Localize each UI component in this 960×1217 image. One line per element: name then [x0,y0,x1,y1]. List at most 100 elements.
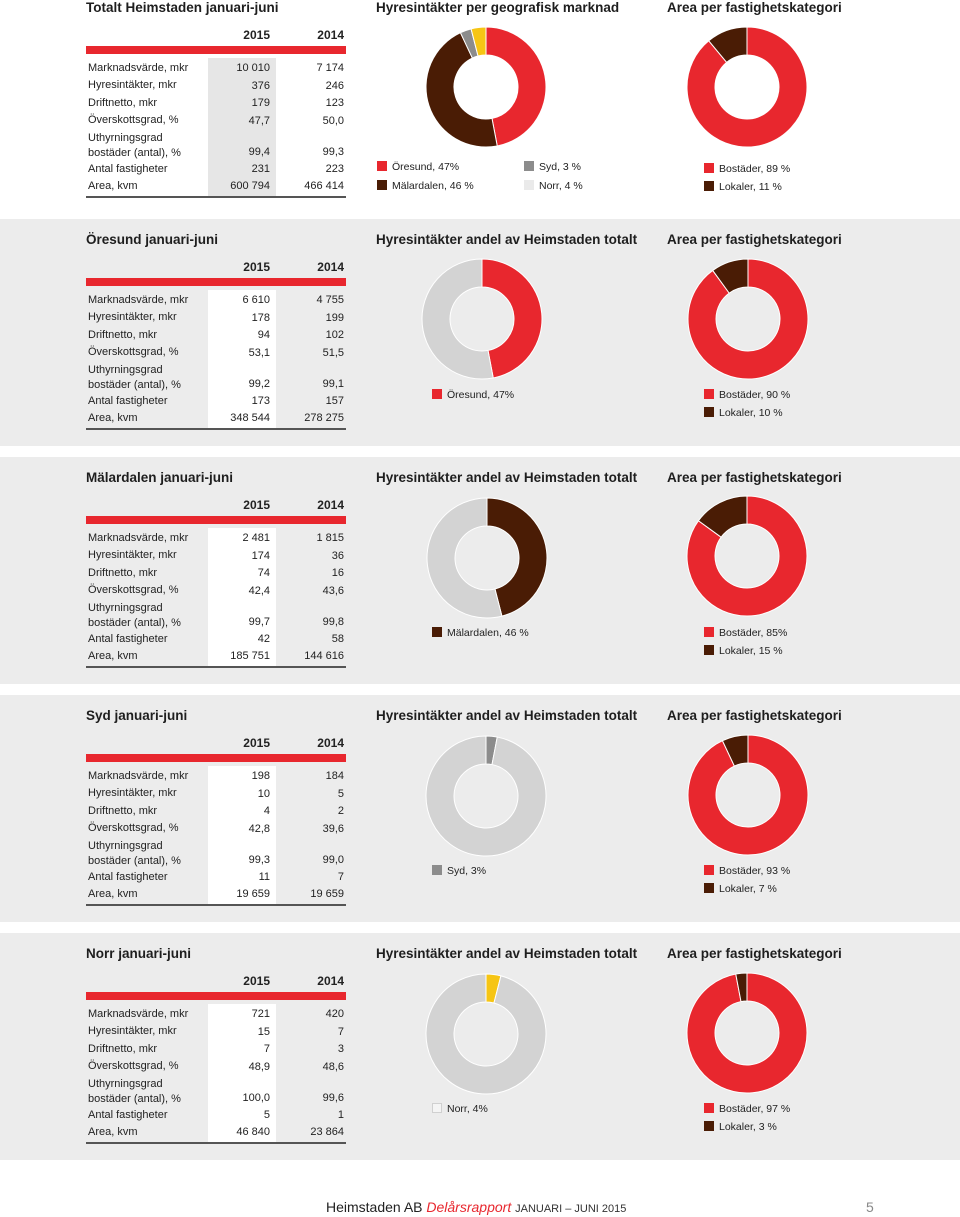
pie-property-category [686,26,808,148]
table-row: Överskottsgrad, % 47,7 50,0 [86,112,346,129]
pie-slice [712,258,749,294]
value-2014: 99,8 [322,615,344,628]
row-label: Uthyrningsgrad bostäder (antal), % [88,131,181,161]
legend-swatch [704,389,714,399]
row-label-line2: bostäder (antal), % [88,854,181,867]
pie-slice [470,26,487,57]
value-2015: 10 [257,787,270,800]
value-2015: 2 481 [242,532,270,545]
pie-property-category [686,972,808,1094]
value-2015: 42 [257,632,270,645]
year-2014-header: 2014 [317,498,344,512]
table-row: Antal fastigheter 173 157 [86,393,346,410]
page-number: 5 [866,1199,874,1215]
pie-slice [708,26,748,64]
footer: Heimstaden AB Delårsrapport JANUARI – JU… [326,1199,626,1215]
value-2014: 36 [331,549,344,562]
column-2015-background [208,58,276,197]
value-2015: 48,9 [248,1060,270,1073]
legend-oresund: Öresund, 47% [377,161,459,173]
table-rows: Marknadsvärde, mkr 2 481 1 815 Hyresintäkte… [86,528,346,669]
value-2014: 4 755 [316,294,344,307]
table-header: 2015 2014 [86,28,346,44]
table-row: Driftnetto, mkr 94 102 [86,327,346,344]
legend-lokaler: Lokaler, 7 % [704,883,777,895]
value-2015: 600 794 [230,180,270,193]
header-red-bar [86,992,346,1000]
row-label: Överskottsgrad, % [88,346,179,359]
pie2-title: Area per fastighetskategori [667,708,842,723]
row-label: Marknadsvärde, mkr [88,532,189,544]
legend-swatch [704,181,714,191]
year-2015-header: 2015 [243,260,270,274]
legend-share: Syd, 3% [432,865,486,877]
key-figures-table: 2015 2014 Marknadsvärde, mkr 198 184 Hyresint… [86,736,346,907]
row-label: Antal fastigheter [88,162,168,175]
legend-malardalen: Mälardalen, 46 % [377,180,474,192]
value-2014: 23 864 [310,1126,344,1139]
pie-slice [486,497,548,617]
pie-slice [426,497,503,619]
pie1-title: Hyresintäkter andel av Heimstaden totalt [376,946,638,961]
row-label-line1: Uthyrningsgrad [88,131,163,144]
row-label: Driftnetto, mkr [88,566,158,579]
value-2014: 7 [337,1025,344,1038]
pie1-title: Hyresintäkter andel av Heimstaden totalt [376,232,638,247]
table-row: Hyresintäkter, mkr 10 5 [86,785,346,802]
value-2015: 179 [251,97,270,110]
value-2014: 7 [337,870,344,883]
row-label: Överskottsgrad, % [88,1060,179,1073]
value-2014: 466 414 [304,180,344,193]
table-row: Antal fastigheter 231 223 [86,161,346,178]
row-label: Area, kvm [88,649,138,662]
value-2015: 10 010 [236,62,270,75]
row-label: Marknadsvärde, mkr [88,1008,189,1020]
row-label: Överskottsgrad, % [88,114,179,127]
value-2014: 1 815 [316,532,344,545]
table-row: Driftnetto, mkr 179 123 [86,95,346,112]
row-label-line2: bostäder (antal), % [88,1092,181,1105]
table-row: Area, kvm 185 751 144 616 [86,648,346,665]
legend-swatch [704,883,714,893]
legend-lokaler: Lokaler, 11 % [704,181,782,193]
value-2014: 5 [337,787,344,800]
column-2015-background [208,290,276,429]
value-2014: 184 [325,770,344,783]
table-row: Hyresintäkter, mkr 15 7 [86,1023,346,1040]
header-red-bar [86,754,346,762]
table-row: Marknadsvärde, mkr 10 010 7 174 [86,60,346,77]
row-label: Area, kvm [88,887,138,900]
value-2015: 74 [257,567,270,580]
table-row: Marknadsvärde, mkr 198 184 [86,768,346,785]
table-rows: Marknadsvärde, mkr 6 610 4 755 Hyresintäkte… [86,290,346,431]
row-label: Hyresintäkter, mkr [88,549,177,562]
column-2015-background [208,528,276,667]
legend-bostader: Bostäder, 85% [704,627,787,639]
pie-property-category [687,258,809,380]
value-2015: 19 659 [236,888,270,901]
table-row: Marknadsvärde, mkr 2 481 1 815 [86,530,346,547]
value-2014: 144 616 [304,650,344,663]
legend-swatch [432,627,442,637]
table-row: Marknadsvärde, mkr 721 420 [86,1006,346,1023]
pie-slice [687,734,809,856]
legend-bostader: Bostäder, 97 % [704,1103,790,1115]
legend-swatch [432,389,442,399]
pie-slice [697,495,748,538]
legend-swatch [377,180,387,190]
pie-share-of-total [425,735,547,857]
legend-norr: Norr, 4 % [524,180,583,192]
table-row: Antal fastigheter 5 1 [86,1107,346,1124]
pie-slice [425,32,498,148]
value-2015: 99,4 [248,145,270,158]
value-2014: 16 [331,567,344,580]
row-label: Uthyrningsgrad bostäder (antal), % [88,601,181,631]
legend-swatch [704,1103,714,1113]
table-header: 2015 2014 [86,736,346,752]
row-label: Hyresintäkter, mkr [88,1025,177,1038]
value-2014: 246 [325,79,344,92]
section-title: Totalt Heimstaden januari-juni [86,0,279,15]
pie2-title: Area per fastighetskategori [667,470,842,485]
table-row: Överskottsgrad, % 42,8 39,6 [86,820,346,837]
legend-swatch [704,407,714,417]
